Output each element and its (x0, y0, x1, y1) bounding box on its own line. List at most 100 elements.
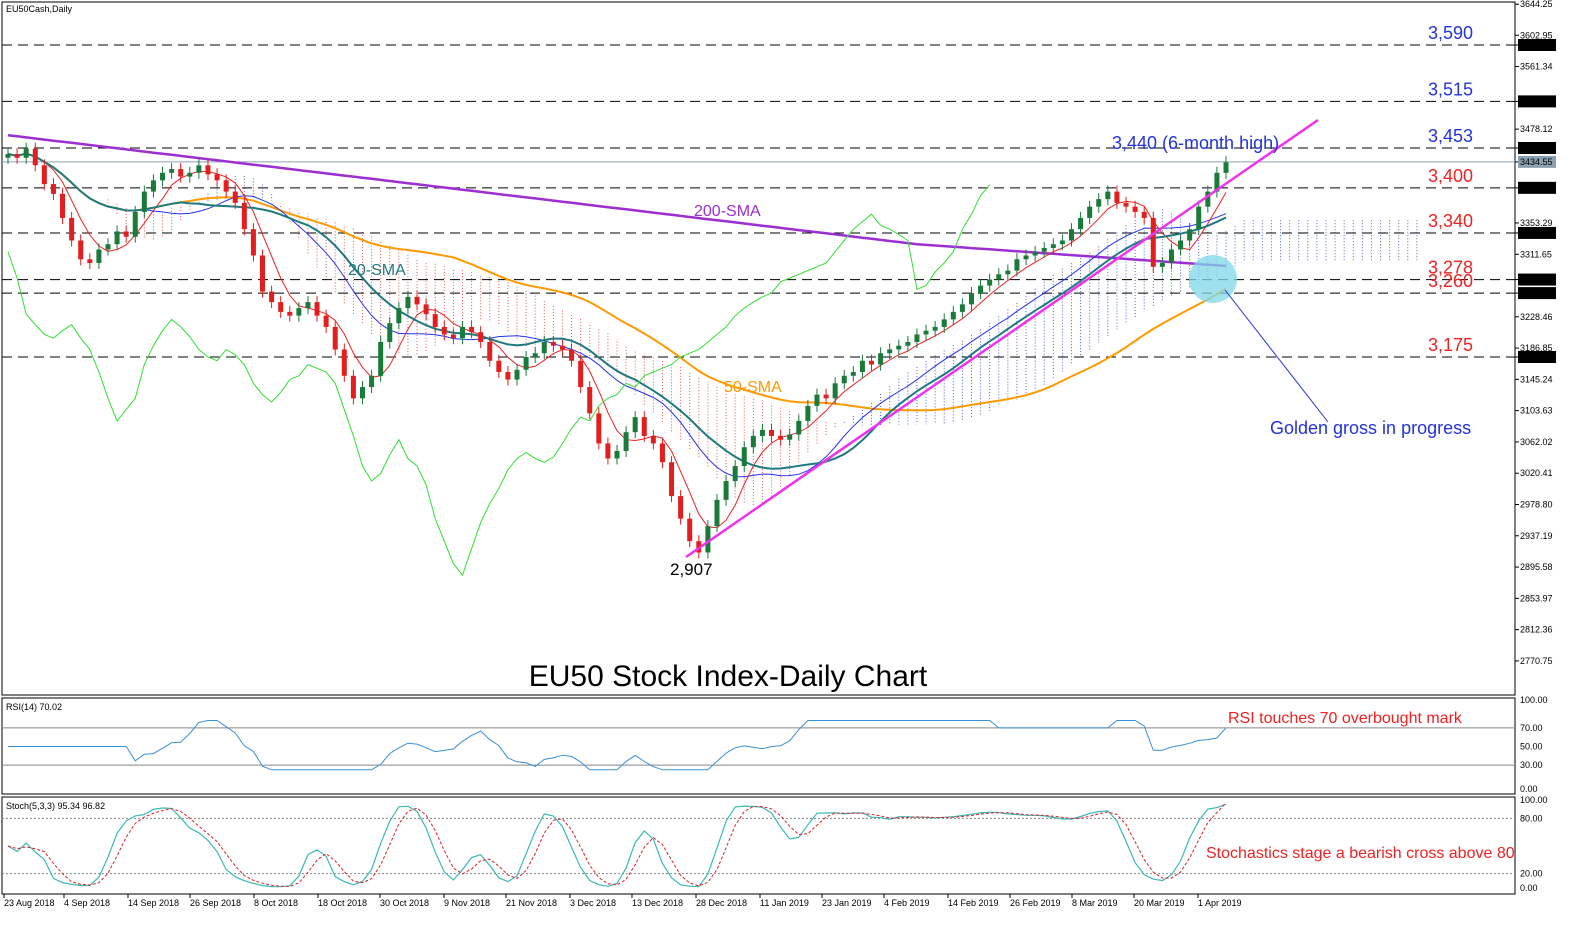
price-axis-label: 3186.85 (1520, 343, 1553, 353)
date-label: 4 Feb 2019 (884, 898, 930, 908)
candle-body (87, 259, 93, 264)
candle-body (1214, 172, 1220, 192)
kijun-line (7, 152, 1227, 478)
candle-body (723, 481, 729, 500)
golden-cross-pointer (1224, 289, 1329, 423)
candle-body (614, 450, 620, 459)
price-axis-label: 2770.75 (1520, 656, 1553, 666)
candle-body (705, 526, 711, 553)
date-axis: 23 Aug 2018 4 Sep 2018 14 Sep 2018 26 Sep 2… (3, 894, 1242, 908)
stoch-axis-label: 80.00 (1520, 813, 1543, 823)
date-label: 23 Aug 2018 (4, 898, 55, 908)
candle-body (1014, 259, 1020, 271)
candle-body (1059, 240, 1065, 245)
date-label: 8 Mar 2019 (1072, 898, 1118, 908)
date-label: 28 Dec 2018 (696, 898, 747, 908)
price-axis-label: 3260.00 (1520, 288, 1553, 298)
candle-body (41, 165, 47, 185)
candle-body (1041, 247, 1047, 252)
candle-body (50, 184, 56, 194)
price-axis-label: 3278.00 (1520, 275, 1553, 285)
candle-body (950, 311, 956, 320)
price-axis-label: 2895.58 (1520, 562, 1553, 572)
candle-body (741, 447, 747, 467)
level-label: 3,590 (1428, 23, 1473, 43)
date-label: 23 Jan 2019 (822, 898, 872, 908)
candle-body (878, 353, 884, 365)
candle-body (914, 334, 920, 342)
price-axis-badge (1518, 287, 1556, 300)
candle-body (714, 499, 720, 527)
stoch-main-line (7, 803, 1227, 888)
chikou-line (7, 184, 991, 577)
candle-body (1032, 251, 1038, 256)
price-axis-label: 2978.80 (1520, 500, 1553, 510)
stoch-axis-label: 0.00 (1520, 883, 1538, 893)
price-axis-badge (1518, 39, 1556, 51)
candle-body (1141, 211, 1147, 218)
candle-body (569, 349, 575, 361)
stoch-axis: 100.00 80.00 20.00 0.00 (2, 795, 1548, 893)
price-axis-badge (1518, 273, 1556, 286)
candle-body (359, 387, 365, 399)
candle-body (469, 326, 475, 333)
candle-body (759, 429, 765, 436)
candle-body (687, 518, 693, 542)
rsi-axis-label: 50.00 (1520, 742, 1543, 752)
golden-cross-highlight (1189, 255, 1237, 303)
candle-body (1178, 240, 1184, 250)
level-label: 3,278 (1428, 258, 1473, 278)
rsi-axis-label: 30.00 (1520, 760, 1543, 770)
main-panel (1, 1, 1516, 696)
candle-body (1150, 217, 1156, 267)
candle-body (14, 154, 20, 158)
candle-body (1132, 206, 1138, 212)
price-axis-label: 3145.24 (1520, 374, 1553, 384)
candle-body (605, 443, 611, 459)
date-label: 26 Feb 2019 (1010, 898, 1061, 908)
candle-body (823, 394, 829, 399)
candle-body (523, 357, 529, 370)
candle-body (269, 291, 275, 303)
indicator-lines (7, 133, 1227, 577)
date-label: 11 Jan 2019 (760, 898, 809, 908)
low-annotation: 2,907 (670, 560, 713, 579)
date-label: 26 Sep 2018 (190, 898, 241, 908)
price-axis-label: 3228.46 (1520, 312, 1553, 322)
candle-body (1168, 249, 1174, 264)
candle-body (896, 345, 902, 350)
candle-body (332, 326, 338, 350)
candle-body (1187, 229, 1193, 241)
candle-body (396, 308, 402, 324)
candle-body (323, 315, 329, 327)
candle-body (187, 172, 193, 177)
level-label: 3,400 (1428, 166, 1473, 186)
stoch-signal-line (7, 802, 1227, 887)
candle-body (659, 443, 665, 463)
price-axis-label: 3103.63 (1520, 406, 1553, 416)
candle-body (550, 341, 556, 346)
candle-body (641, 417, 647, 436)
candle-body (378, 341, 384, 376)
date-label: 1 Apr 2019 (1198, 898, 1242, 908)
candle-body (314, 302, 320, 316)
date-label: 30 Oct 2018 (380, 898, 429, 908)
candle-body (369, 375, 375, 388)
candle-body (487, 341, 493, 361)
candle-body (223, 180, 229, 192)
price-axis-label: 3434.55 (1520, 157, 1553, 167)
price-axis-label: 3311.65 (1520, 249, 1552, 259)
candle-body (959, 304, 965, 312)
candle-body (278, 302, 284, 312)
date-label: 18 Oct 2018 (318, 898, 367, 908)
candle-body (296, 308, 302, 316)
candle-body (541, 341, 547, 354)
candle-body (587, 387, 593, 414)
candle-body (678, 496, 684, 519)
price-axis-badge (1518, 226, 1556, 239)
candle-body (1205, 191, 1211, 207)
price-axis-label: 3602.95 (1520, 30, 1553, 40)
rsi-axis-label: 0.00 (1520, 784, 1538, 794)
price-axis-label: 3062.02 (1520, 437, 1553, 447)
